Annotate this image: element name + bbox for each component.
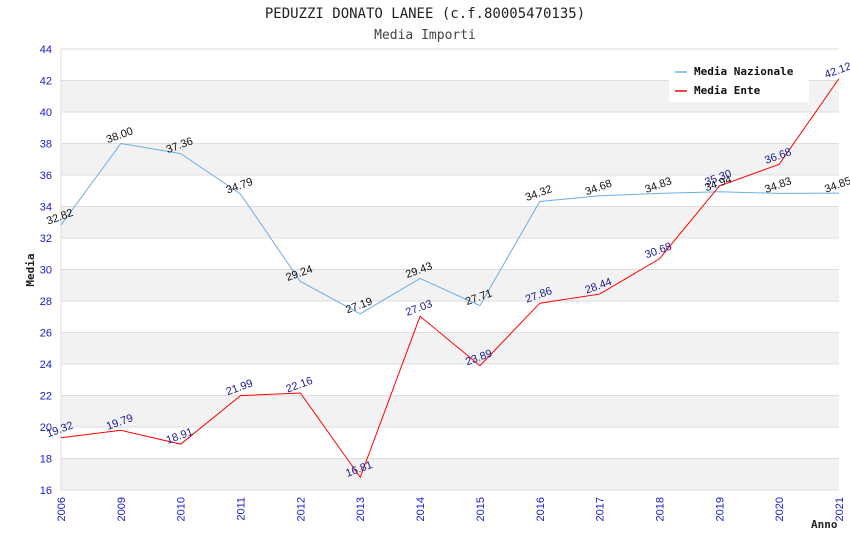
y-tick-label: 44 [40, 44, 52, 56]
legend-label-media-nazionale: Media Nazionale [694, 65, 794, 78]
data-label: 42.12 [823, 60, 850, 81]
x-tick-label: 2021 [834, 497, 846, 521]
x-tick-label: 2016 [535, 497, 547, 521]
plot-background-bands [61, 80, 839, 490]
y-tick-label: 22 [40, 391, 52, 403]
legend-box [669, 60, 809, 102]
y-axis-label: Media [24, 253, 37, 286]
x-tick-label: 2006 [56, 497, 68, 521]
plot-band [61, 395, 839, 427]
y-tick-label: 36 [40, 170, 52, 182]
x-tick-label: 2013 [355, 497, 367, 521]
x-tick-label: 2015 [475, 497, 487, 521]
series-line [60, 142, 840, 315]
chart-title: PEDUZZI DONATO LANEE (c.f.80005470135) [265, 6, 585, 22]
x-tick-label: 2012 [295, 497, 307, 521]
series-line [60, 78, 840, 479]
data-label: 22.16 [284, 375, 314, 396]
data-label: 34.85 [823, 175, 850, 196]
y-tick-label: 38 [40, 139, 52, 151]
plot-band [61, 269, 839, 301]
plot-band [61, 143, 839, 175]
x-tick-label: 2020 [774, 497, 786, 521]
y-tick-label: 20 [40, 422, 52, 434]
legend: Media Nazionale Media Ente [669, 60, 809, 102]
x-tick-label: 2009 [116, 497, 128, 521]
plot-band [61, 332, 839, 364]
plot-band [61, 458, 839, 490]
x-axis-label: Anno [811, 518, 838, 531]
series-lines [60, 78, 840, 479]
y-tick-label: 30 [40, 265, 52, 277]
x-tick-label: 2018 [654, 497, 666, 521]
data-label: 34.83 [763, 175, 793, 196]
x-tick-label: 2017 [595, 497, 607, 521]
y-tick-label: 40 [40, 107, 52, 119]
y-tick-label: 28 [40, 296, 52, 308]
x-tick-label: 2019 [714, 497, 726, 521]
legend-label-media-ente: Media Ente [694, 84, 761, 97]
x-tick-label: 2014 [415, 497, 427, 521]
grid-lines [60, 48, 839, 491]
y-tick-label: 42 [40, 76, 52, 88]
y-tick-label: 16 [40, 485, 52, 497]
y-axis-ticks: 16 18 20 22 24 26 28 30 32 34 36 38 40 42 44 [40, 44, 52, 497]
x-axis-ticks: 2006 2009 2010 2011 2012 2013 2014 2015 2016 2017… [56, 497, 846, 521]
y-tick-label: 32 [40, 233, 52, 245]
data-label: 38.00 [105, 125, 135, 146]
y-tick-label: 34 [40, 202, 52, 214]
plot-band [61, 206, 839, 238]
y-tick-label: 24 [40, 359, 52, 371]
chart-subtitle: Media Importi [374, 28, 476, 43]
y-tick-label: 18 [40, 454, 52, 466]
x-tick-label: 2010 [176, 497, 188, 521]
x-tick-label: 2011 [236, 497, 248, 521]
data-label: 30.68 [643, 241, 673, 262]
y-tick-label: 26 [40, 328, 52, 340]
